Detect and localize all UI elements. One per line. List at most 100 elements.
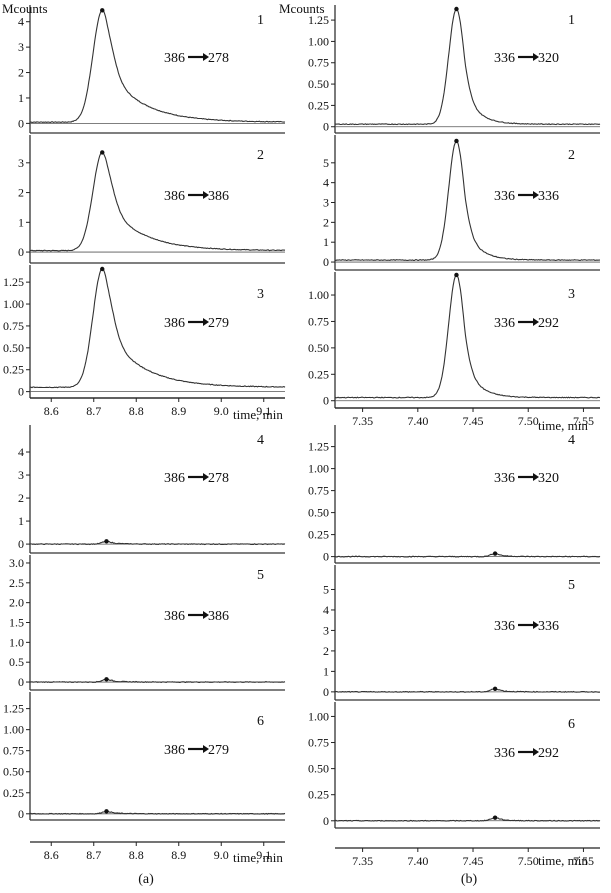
column-a-y-unit-label: Mcounts — [2, 1, 48, 16]
chromatogram-trace — [334, 688, 600, 693]
peak-apex-marker — [100, 266, 105, 272]
peak-apex-marker — [454, 272, 459, 278]
x-axis-b: 7.35 7.40 7.45 7.50 7.55 — [335, 407, 600, 428]
column-b-y-unit-label: Mcounts — [279, 1, 325, 16]
transition-precursor-ion: 336 — [494, 316, 515, 331]
y-tick-label: 1.25 — [308, 440, 329, 454]
x-tick-label: 9.1 — [256, 848, 271, 862]
chromatogram-trace — [334, 274, 601, 399]
x-axis-a: 8.6 8.7 8.8 8.9 9.0 9.1 — [30, 841, 285, 862]
y-tick-label: 3.0 — [9, 556, 24, 570]
panel-number-label: 5 — [257, 568, 264, 583]
y-tick-label: 0 — [323, 394, 329, 408]
y-tick-label: 1.5 — [9, 616, 24, 630]
transition-product-ion: 386 — [208, 189, 229, 204]
y-tick-label: 1 — [323, 235, 329, 249]
x-tick-label: 8.9 — [171, 848, 186, 862]
x-tick-label: 8.8 — [129, 848, 144, 862]
y-tick-label: 1.00 — [308, 288, 329, 302]
y-tick-label: 2 — [18, 66, 24, 80]
chromatogram-panel-b3: 0 0.25 0.50 0.75 1.00 3 336 292 — [308, 272, 601, 409]
x-tick-label: 7.45 — [463, 414, 484, 428]
transition-arrow-head — [203, 611, 209, 619]
panel-number-label: 4 — [257, 433, 264, 448]
y-tick-label: 0 — [18, 245, 24, 259]
y-tick-label: 0 — [323, 550, 329, 564]
y-tick-label: 0 — [18, 675, 24, 689]
panel-number-label: 3 — [568, 287, 575, 302]
chromatogram-trace — [29, 151, 286, 252]
y-tick-label: 5 — [323, 582, 329, 596]
y-tick-label: 2 — [323, 215, 329, 229]
y-tick-label: 1.25 — [308, 13, 329, 27]
chromatogram-trace — [29, 540, 286, 546]
transition-product-ion: 279 — [208, 743, 229, 758]
transition-arrow-head — [533, 748, 539, 756]
y-tick-label: 1.00 — [3, 297, 24, 311]
y-tick-label: 0.5 — [9, 655, 24, 669]
column-a-label: (a) — [138, 872, 154, 887]
panel-number-label: 6 — [257, 714, 264, 729]
x-tick-label: 7.35 — [352, 414, 373, 428]
y-tick-label: 0.50 — [3, 765, 24, 779]
chromatogram-trace — [29, 268, 286, 389]
transition-product-ion: 279 — [208, 316, 229, 331]
y-tick-label: 0.25 — [308, 788, 329, 802]
transition-precursor-ion: 336 — [494, 471, 515, 486]
transition-precursor-ion: 336 — [494, 51, 515, 66]
chromatogram-trace — [29, 678, 286, 684]
y-tick-label: 1 — [323, 664, 329, 678]
chromatogram-trace — [334, 140, 600, 262]
x-tick-label: 7.55 — [573, 854, 594, 868]
transition-precursor-ion: 386 — [164, 189, 185, 204]
y-tick-label: 1 — [18, 91, 24, 105]
transition-arrow-head — [203, 745, 209, 753]
transition-arrow-head — [203, 473, 209, 481]
chromatogram-panel-a1: 0 1 2 3 4 1 386 278 — [18, 5, 286, 134]
chromatogram-trace — [29, 810, 286, 815]
y-tick-label: 3 — [18, 468, 24, 482]
panel-number-label: 3 — [257, 287, 264, 302]
transition-product-ion: 320 — [538, 51, 559, 66]
y-tick-label: 0.75 — [3, 319, 24, 333]
panel-number-label: 6 — [568, 717, 575, 732]
x-axis-a: 8.6 8.7 8.8 8.9 9.0 9.1 — [30, 397, 285, 418]
y-tick-label: 0.25 — [308, 367, 329, 381]
chromatogram-panel-b4: 0 0.25 0.50 0.75 1.00 1.25 4 336 320 — [308, 425, 601, 564]
y-tick-label: 3 — [18, 156, 24, 170]
panel-number-label: 1 — [257, 13, 264, 28]
peak-apex-marker — [104, 539, 109, 544]
y-tick-label: 5 — [323, 156, 329, 170]
y-tick-label: 2 — [323, 644, 329, 658]
peak-apex-marker — [492, 686, 498, 691]
panel-number-label: 1 — [568, 13, 575, 28]
chromatogram-panel-b6: 0 0.25 0.50 0.75 1.00 6 336 292 — [308, 702, 601, 829]
y-tick-label: 4 — [323, 603, 329, 617]
panel-number-label: 2 — [257, 148, 264, 163]
y-tick-label: 0.50 — [308, 341, 329, 355]
transition-product-ion: 292 — [538, 316, 559, 331]
transition-product-ion: 336 — [538, 619, 559, 634]
y-tick-label: 0 — [18, 385, 24, 399]
x-tick-label: 7.40 — [407, 414, 428, 428]
y-tick-label: 0 — [323, 814, 329, 828]
chromatogram-trace — [334, 552, 601, 558]
x-tick-label: 7.35 — [352, 854, 373, 868]
x-tick-label: 7.50 — [518, 854, 539, 868]
column-b-label: (b) — [461, 872, 478, 887]
transition-precursor-ion: 336 — [494, 619, 515, 634]
y-tick-label: 0.50 — [308, 77, 329, 91]
y-tick-label: 0.25 — [3, 363, 24, 377]
y-tick-label: 0.25 — [308, 528, 329, 542]
y-tick-label: 1.00 — [308, 462, 329, 476]
panel-number-label: 5 — [568, 578, 575, 593]
x-tick-label: 7.40 — [407, 854, 428, 868]
peak-apex-marker — [492, 815, 498, 820]
column-a-bottom-x-axis-title: time, min — [233, 850, 283, 865]
peak-apex-marker — [104, 677, 109, 682]
y-tick-label: 3 — [323, 623, 329, 637]
transition-precursor-ion: 336 — [494, 746, 515, 761]
x-tick-label: 9.0 — [214, 848, 229, 862]
y-tick-label: 1.00 — [308, 34, 329, 48]
